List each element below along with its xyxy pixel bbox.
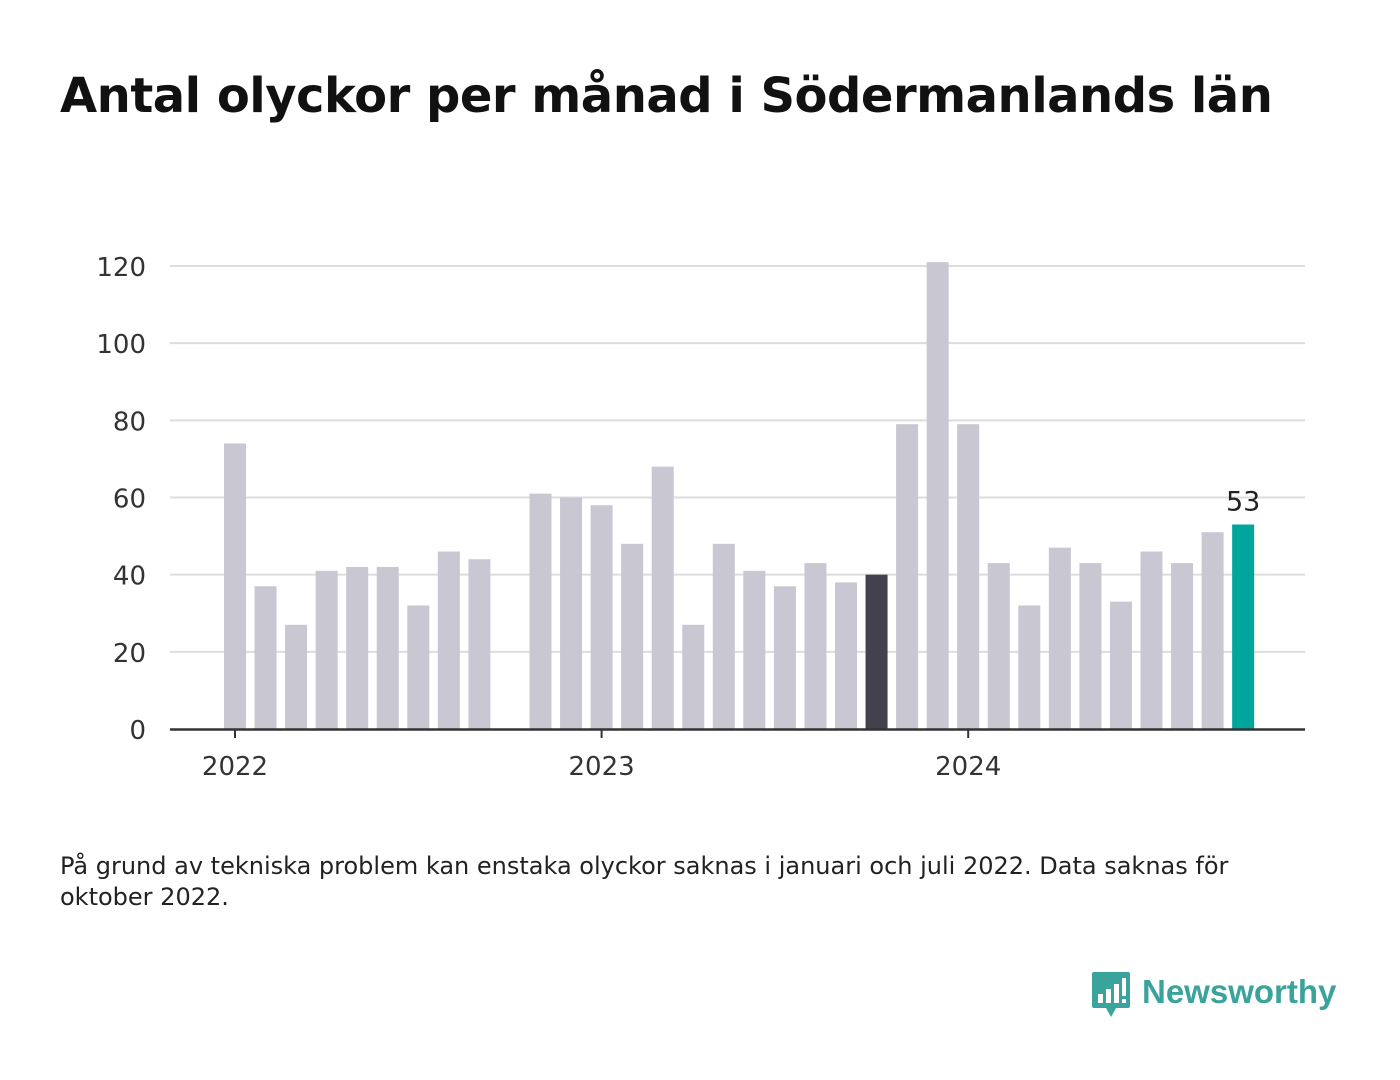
chart-title: Antal olyckor per månad i Södermanlands … — [60, 68, 1273, 124]
bar-2022-07 — [407, 605, 430, 729]
bar-2024-04 — [1048, 547, 1071, 729]
bar-2024-06 — [1109, 601, 1132, 729]
bar-2023-01 — [590, 505, 613, 729]
y-tick-label-100: 100 — [96, 330, 146, 360]
grid-lines — [170, 265, 1305, 653]
bars — [224, 262, 1255, 729]
y-tick-label-40: 40 — [113, 562, 146, 592]
bar-2023-04 — [682, 624, 705, 729]
x-axis — [170, 728, 1305, 738]
bar-2023-09 — [835, 582, 857, 729]
footnote: På grund av tekniska problem kan enstaka… — [60, 852, 1229, 911]
bar-2024-08 — [1171, 563, 1194, 729]
bar-2022-09 — [468, 559, 491, 729]
bar-2023-08 — [804, 563, 827, 729]
bar-2022-12 — [560, 497, 583, 729]
bar-2023-12 — [926, 262, 949, 729]
y-tick-labels: 0 20 40 60 80 100 120 — [96, 253, 146, 746]
bar-2022-03 — [285, 624, 308, 729]
data-labels: 53 — [1226, 487, 1260, 518]
bar-2022-11 — [529, 493, 552, 729]
bar-2024-10 — [1232, 524, 1255, 729]
x-tick-label-2023: 2023 — [569, 752, 635, 782]
bar-2022-02 — [254, 586, 277, 729]
bar-2024-03 — [1018, 605, 1041, 729]
bar-2023-02 — [621, 543, 644, 729]
bar-2023-06 — [743, 570, 766, 729]
bar-2022-06 — [376, 566, 399, 729]
bar-2023-07 — [773, 586, 796, 729]
bar-2024-07 — [1140, 551, 1163, 729]
bar-2022-04 — [315, 570, 338, 729]
y-tick-label-20: 20 — [113, 639, 146, 669]
bar-2024-01 — [957, 424, 980, 729]
y-tick-label-60: 60 — [113, 485, 146, 515]
bar-2023-11 — [896, 424, 919, 729]
brand-logo[interactable]: Newsworthy — [1090, 970, 1336, 1020]
bar-2024-02 — [987, 563, 1010, 729]
bar-2023-03 — [651, 466, 674, 729]
x-tick-label-2024: 2024 — [935, 752, 1001, 782]
x-tick-label-2022: 2022 — [202, 752, 268, 782]
y-tick-label-0: 0 — [129, 716, 146, 746]
brand-name: Newsworthy — [1142, 973, 1337, 1010]
bar-2022-01 — [224, 443, 246, 729]
bar-2022-08 — [437, 551, 460, 729]
data-label-2024-10: 53 — [1226, 487, 1260, 518]
bar-chart: 0 20 40 60 80 100 120 2022 2023 2024 53 — [96, 253, 1305, 782]
bar-2024-05 — [1079, 563, 1102, 729]
x-tick-labels: 2022 2023 2024 — [202, 752, 1001, 782]
bar-2023-10 — [865, 574, 888, 729]
y-tick-label-120: 120 — [96, 253, 146, 283]
y-tick-label-80: 80 — [113, 407, 146, 437]
newsworthy-logo-icon — [1092, 972, 1130, 1017]
bar-2022-05 — [346, 566, 369, 729]
bar-2024-09 — [1201, 532, 1224, 729]
bar-2023-05 — [712, 543, 735, 729]
